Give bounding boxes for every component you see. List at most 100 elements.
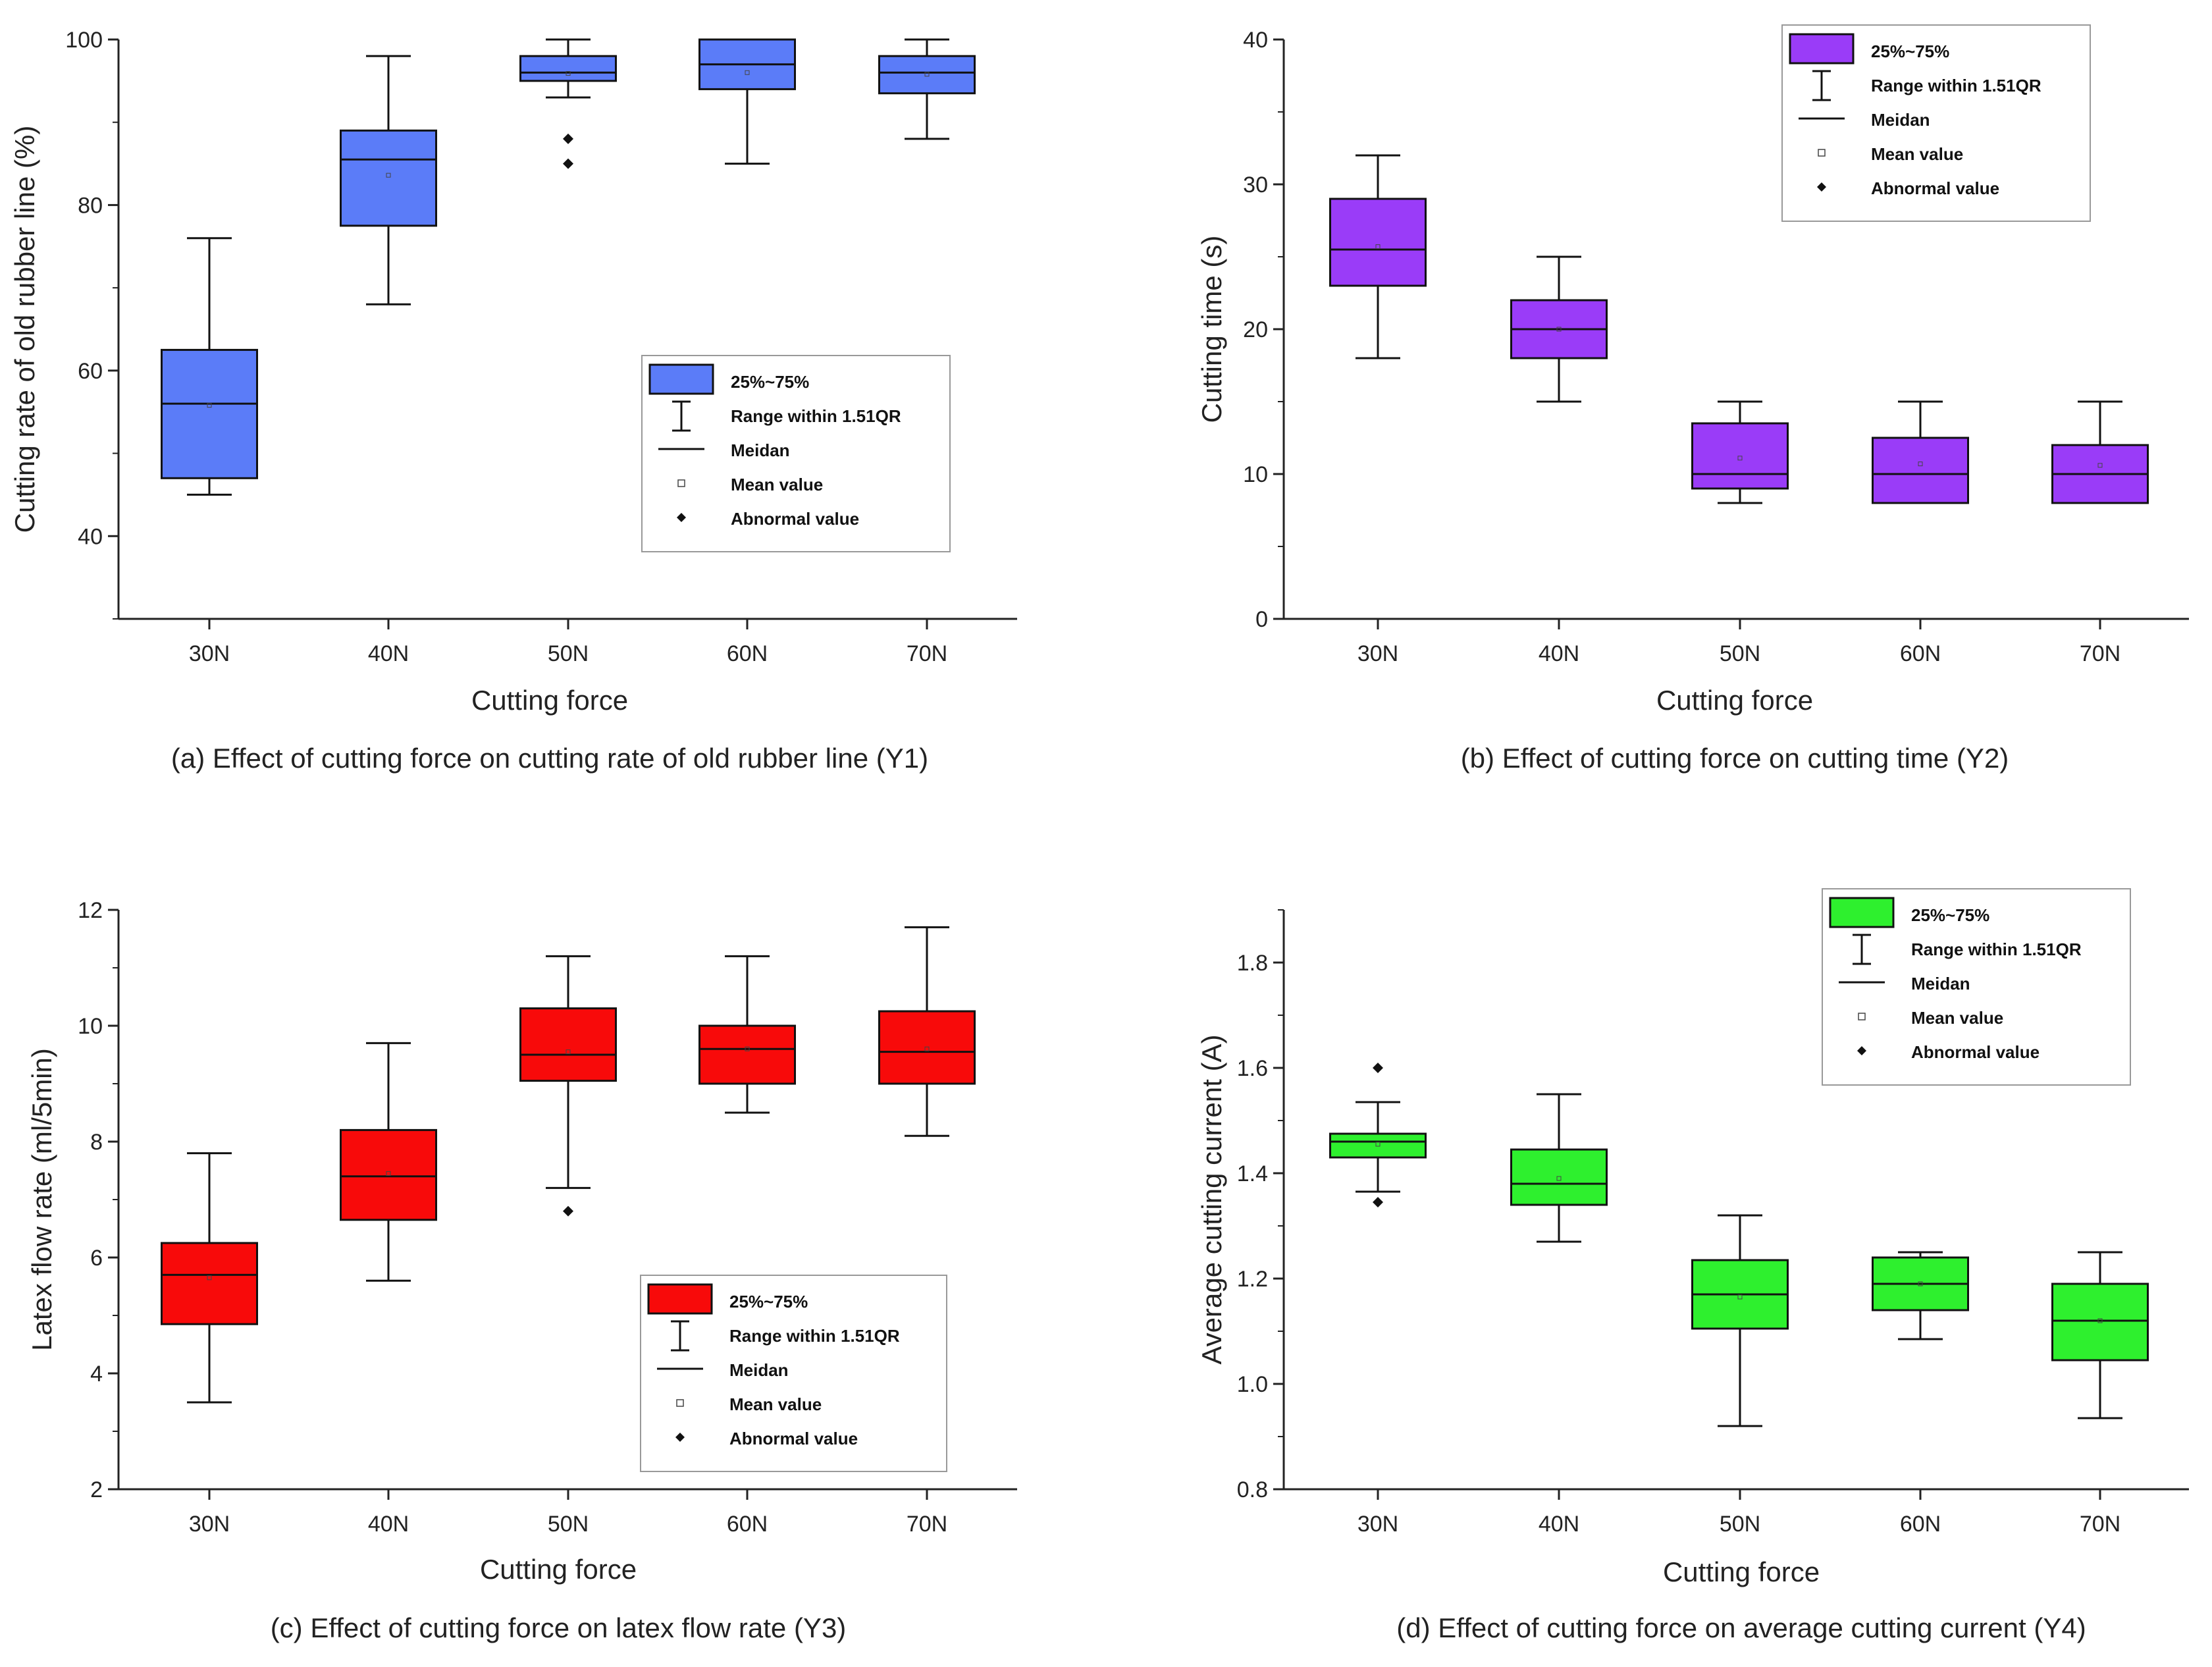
y-tick-label: 10 bbox=[1243, 462, 1268, 487]
panel-caption: (a) Effect of cutting force on cutting r… bbox=[171, 743, 928, 774]
x-axis-title: Cutting force bbox=[471, 685, 628, 716]
mean-marker bbox=[1556, 1176, 1562, 1181]
x-tick-label: 50N bbox=[1720, 1512, 1760, 1537]
legend-swatch-box bbox=[1829, 897, 1895, 928]
x-tick-label: 60N bbox=[1900, 1512, 1941, 1537]
x-tick-label: 70N bbox=[2080, 641, 2120, 666]
box-60N bbox=[1872, 1251, 1969, 1340]
y-axis-title: Cutting rate of old rubber line (%) bbox=[9, 126, 40, 533]
box-70N bbox=[2051, 400, 2149, 504]
outlier-marker bbox=[563, 133, 573, 144]
box-70N bbox=[878, 926, 976, 1137]
outlier-marker bbox=[1373, 1197, 1383, 1207]
legend-mean-symbol bbox=[676, 1399, 684, 1407]
legend-mean-symbol bbox=[1818, 149, 1826, 157]
legend-label: Range within 1.51QR bbox=[729, 1326, 900, 1346]
iqr-box bbox=[161, 1242, 258, 1325]
mean-marker bbox=[1375, 1142, 1381, 1147]
legend-label: Mean value bbox=[731, 475, 823, 494]
box-30N bbox=[1329, 1063, 1427, 1207]
x-tick-label: 40N bbox=[368, 1512, 409, 1537]
y-tick-label: 0.8 bbox=[1237, 1477, 1268, 1502]
mean-marker bbox=[924, 1046, 930, 1051]
legend-label: Mean value bbox=[1871, 144, 1963, 164]
box-70N bbox=[878, 38, 976, 140]
legend-label: Abnormal value bbox=[729, 1429, 858, 1448]
x-tick-label: 30N bbox=[189, 641, 230, 666]
legend-mean-symbol bbox=[677, 479, 685, 487]
legend-label: Meidan bbox=[731, 440, 790, 460]
legend-label: 25%~75% bbox=[1911, 905, 1989, 925]
mean-marker bbox=[1918, 1281, 1923, 1286]
mean-marker bbox=[566, 1049, 571, 1055]
x-tick-label: 40N bbox=[1539, 1512, 1579, 1537]
iqr-box bbox=[1329, 1132, 1427, 1159]
legend-label: Abnormal value bbox=[731, 509, 859, 529]
y-tick-label: 100 bbox=[65, 28, 103, 53]
legend-label: Abnormal value bbox=[1871, 178, 1999, 198]
x-axis-title: Cutting force bbox=[1663, 1556, 1820, 1587]
iqr-box bbox=[1872, 437, 1969, 504]
iqr-box bbox=[1510, 1148, 1608, 1206]
legend-outlier-symbol bbox=[677, 513, 686, 522]
y-tick-label: 60 bbox=[78, 359, 103, 384]
x-tick-label: 70N bbox=[2080, 1512, 2120, 1537]
legend-mean-symbol bbox=[1858, 1013, 1866, 1020]
x-tick-label: 30N bbox=[1357, 641, 1398, 666]
x-tick-label: 50N bbox=[548, 641, 589, 666]
x-tick-label: 40N bbox=[368, 641, 409, 666]
box-50N bbox=[1691, 400, 1789, 504]
legend-label: Abnormal value bbox=[1911, 1042, 2040, 1062]
mean-marker bbox=[2097, 1318, 2103, 1323]
iqr-box bbox=[698, 1024, 796, 1085]
iqr-box bbox=[878, 1010, 976, 1085]
legend-label: 25%~75% bbox=[1871, 41, 1949, 61]
mean-marker bbox=[1737, 1294, 1743, 1300]
legend-label: Meidan bbox=[729, 1360, 789, 1380]
box-30N bbox=[1329, 154, 1427, 359]
x-tick-label: 50N bbox=[548, 1512, 589, 1537]
y-tick-label: 8 bbox=[90, 1130, 103, 1155]
y-tick-label: 40 bbox=[1243, 28, 1268, 53]
legend-swatch-box bbox=[647, 1283, 713, 1315]
box-40N bbox=[340, 1042, 437, 1282]
iqr-box bbox=[519, 55, 617, 82]
legend-label: 25%~75% bbox=[729, 1292, 808, 1311]
panel-c: 2 4 6 8 10 12 30N 40N 50N 60N 70N Latex flow rate (… bbox=[26, 898, 1017, 1643]
panel-b: 0 10 20 30 40 30N 40N 50N 60N 70N Cutting time (s)… bbox=[1196, 24, 2189, 774]
box-40N bbox=[1510, 255, 1608, 403]
box-50N bbox=[519, 38, 617, 169]
box-60N bbox=[698, 38, 796, 165]
mean-marker bbox=[207, 1275, 212, 1281]
x-axis-title: Cutting force bbox=[480, 1554, 637, 1585]
panel-a: 40 60 80 100 30N 40N 50N 60N 70N Cutting rate of … bbox=[9, 28, 1017, 774]
mean-marker bbox=[745, 70, 750, 75]
legend-label: Mean value bbox=[729, 1394, 822, 1414]
y-tick-label: 30 bbox=[1243, 172, 1268, 198]
box-40N bbox=[340, 55, 437, 305]
panel-d: 0.8 1.0 1.2 1.4 1.6 1.8 30N 40N 50N 60N 70N Average… bbox=[1196, 888, 2189, 1643]
y-tick-label: 6 bbox=[90, 1246, 103, 1271]
mean-marker bbox=[1918, 462, 1923, 467]
y-tick-label: 0 bbox=[1255, 607, 1268, 632]
box-50N bbox=[1691, 1214, 1789, 1427]
iqr-box bbox=[161, 348, 258, 479]
x-axis-title: Cutting force bbox=[1656, 685, 1813, 716]
outlier-marker bbox=[1373, 1063, 1383, 1073]
iqr-box bbox=[340, 1128, 437, 1221]
legend-swatch-box bbox=[648, 363, 714, 395]
x-tick-label: 70N bbox=[907, 641, 947, 666]
y-tick-label: 1.6 bbox=[1237, 1056, 1268, 1081]
x-tick-label: 70N bbox=[907, 1512, 947, 1537]
mean-marker bbox=[745, 1046, 750, 1051]
legend: 25%~75% Range within 1.51QR Meidan Mean val… bbox=[640, 1275, 947, 1472]
legend-label: Range within 1.51QR bbox=[731, 406, 901, 426]
panel-caption: (c) Effect of cutting force on latex flo… bbox=[271, 1612, 847, 1643]
y-tick-label: 40 bbox=[78, 524, 103, 549]
mean-marker bbox=[1737, 456, 1743, 461]
y-axis-title: Average cutting current (A) bbox=[1196, 1034, 1227, 1364]
mean-marker bbox=[386, 172, 391, 178]
legend-label: Mean value bbox=[1911, 1008, 2003, 1028]
box-30N bbox=[161, 237, 258, 496]
panel-caption: (b) Effect of cutting force on cutting t… bbox=[1461, 743, 2009, 774]
